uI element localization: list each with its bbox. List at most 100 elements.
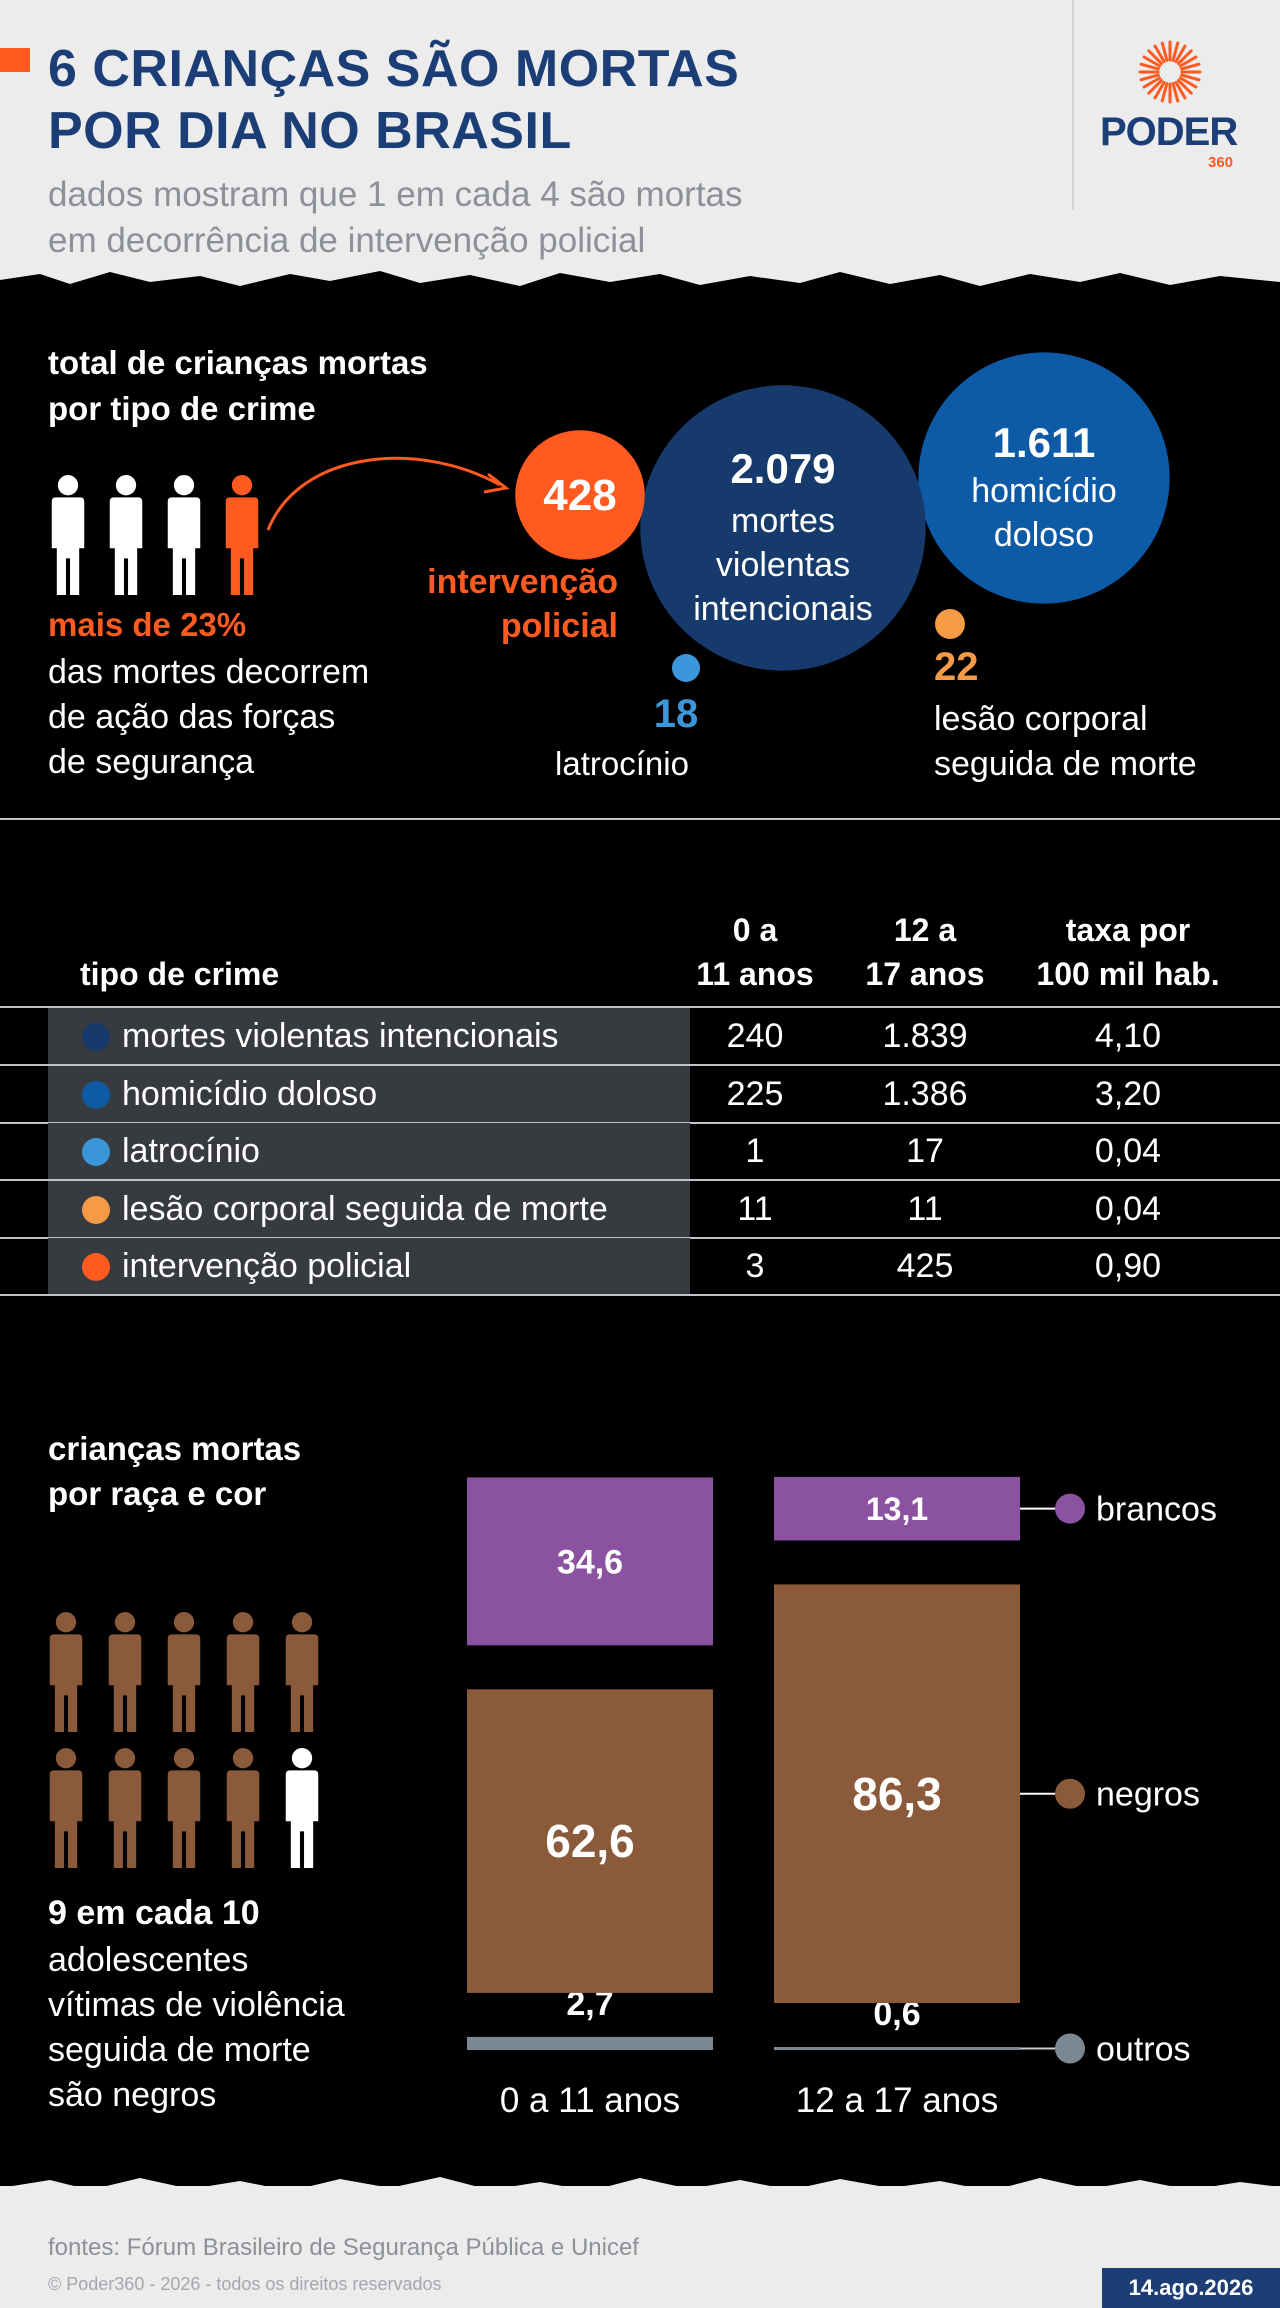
bar-negros (467, 1689, 713, 1993)
race-note-line-1: adolescentes (48, 1941, 249, 1979)
cell-b: 1.839 (882, 1017, 968, 1055)
race-note: adolescentes vítimas de violência seguid… (48, 1938, 408, 2118)
cell-a: 11 (737, 1189, 773, 1228)
bubble-value: 428 (543, 471, 616, 520)
bar-value-label: 86,3 (852, 1768, 942, 1820)
bubble-value: 22 (934, 645, 979, 689)
race-note-line-3: seguida de morte (48, 2031, 311, 2069)
row-divider (0, 1064, 1280, 1066)
row-label: mortes violentas intencionais (122, 1017, 559, 1055)
bubble-mortes-violentas-intencionais (640, 385, 926, 671)
crime-heading-line-2: por tipo de crime (48, 390, 316, 427)
date-badge: 14.ago.2026 (1102, 2268, 1280, 2308)
bubble-value: 1.611 (993, 419, 1096, 466)
race-heading-line-1: crianças mortas (48, 1430, 302, 1467)
race-note-line-4: são negros (48, 2076, 217, 2114)
bar-value-label: 62,6 (545, 1815, 635, 1867)
cell-b: 1.386 (882, 1074, 968, 1113)
cell-b: 425 (896, 1247, 954, 1285)
bubble-chart: 1.611 homicídio doloso 2.079 mortes violentas… (0, 330, 1280, 810)
row-shade (48, 1180, 690, 1237)
bubble-label: intencionais (693, 590, 873, 628)
cell-a: 3 (745, 1247, 765, 1285)
bubble-label: intervenção (427, 563, 618, 601)
cell-rate: 0,90 (1094, 1247, 1162, 1285)
legend-dot-icon (82, 1138, 110, 1166)
crime-section-heading: total de crianças mortas por tipo de cri… (48, 340, 508, 432)
bubble-lesão-corporal-seguida-de-morte (935, 609, 965, 639)
bubble-value: 18 (654, 692, 699, 736)
legend-dot-icon (82, 1195, 110, 1224)
sun-icon (1138, 40, 1202, 104)
cell-b: 11 (907, 1189, 943, 1228)
table-row: homicídio doloso 225 1.386 3,20 (0, 1065, 1280, 1124)
cell-a: 240 (726, 1017, 784, 1055)
legend-dot-icon (82, 1253, 110, 1281)
logo-number: 360 (1208, 154, 1234, 171)
subtitle-line-1: dados mostram que 1 em cada 4 são mortas (48, 175, 743, 214)
bubble-label: mortes (731, 502, 835, 540)
footer: fontes: Fórum Brasileiro de Segurança Pú… (0, 2186, 1280, 2308)
cell-b: 17 (906, 1132, 944, 1170)
bubble-intervenção-policial (515, 430, 645, 560)
page-title: 6 CRIANÇAS SÃO MORTAS POR DIA NO BRASIL (48, 38, 1028, 162)
row-shade (48, 1123, 690, 1179)
header-line: 100 mil hab. (1036, 956, 1220, 992)
copyright-text: © Poder360 - 2026 - todos os direitos re… (48, 2274, 442, 2294)
row-divider (0, 1179, 1280, 1181)
header-line: taxa por (1065, 912, 1191, 948)
bubble-label: latrocínio (555, 745, 689, 782)
bubble-label: policial (501, 607, 618, 645)
table-header-age-0-11: 0 a 11 anos (680, 908, 830, 996)
table-row: latrocínio 1 17 0,04 (0, 1123, 1280, 1181)
race-section-heading: crianças mortas por raça e cor (48, 1426, 428, 1516)
page-subtitle: dados mostram que 1 em cada 4 são mortas… (48, 172, 948, 264)
header-line: 11 anos (696, 956, 814, 992)
row-label: latrocínio (122, 1132, 260, 1170)
cell-rate: 3,20 (1094, 1074, 1162, 1113)
legend-dot-icon (1055, 1778, 1085, 1809)
bar-brancos (467, 1477, 713, 1646)
table-header-rate: taxa por 100 mil hab. (1018, 908, 1238, 996)
row-label: intervenção policial (122, 1247, 412, 1285)
logo-divider (1072, 0, 1074, 210)
cell-a: 225 (726, 1074, 784, 1113)
bubble-label: violentas (716, 546, 850, 584)
row-divider (0, 1236, 1280, 1239)
title-line-1: 6 CRIANÇAS SÃO MORTAS (48, 40, 740, 98)
legend-dot-icon (1055, 2033, 1085, 2064)
bar-value-label: 34,6 (557, 1543, 623, 1581)
bubble-label: lesão corporal (934, 700, 1148, 738)
race-note-line-2: vítimas de violência (48, 1986, 345, 2024)
poder360-logo: PODER 360 (1090, 40, 1250, 180)
table-header-type: tipo de crime (80, 956, 280, 992)
legend-dot-icon (1055, 1493, 1085, 1524)
table-row: mortes violentas intencionais 240 1.839 4,1… (0, 1008, 1280, 1066)
sources-text: fontes: Fórum Brasileiro de Segurança Pú… (48, 2234, 639, 2261)
bubble-value: 2.079 (730, 445, 835, 492)
cell-rate: 0,04 (1094, 1132, 1162, 1170)
bar-brancos (774, 1476, 1020, 1541)
crime-note-line-3: de segurança (48, 743, 255, 781)
cell-a: 1 (745, 1132, 765, 1170)
table-row: lesão corporal seguida de morte 11 11 0,04 (0, 1180, 1280, 1239)
legend-label: brancos (1096, 1491, 1217, 1529)
bar-outros (774, 2047, 1020, 2050)
header-line: 0 a (732, 912, 778, 948)
table-header-age-12-17: 12 a 17 anos (845, 908, 1005, 996)
x-tick-label: 12 a 17 anos (796, 2081, 998, 2120)
table-top-line (0, 1006, 1280, 1008)
crime-note: das mortes decorrem de ação das forças d… (48, 650, 448, 785)
header: 6 CRIANÇAS SÃO MORTAS POR DIA NO BRASIL … (0, 0, 1280, 300)
header-line: 12 a (893, 912, 957, 948)
bar-negros (774, 1584, 1020, 2003)
subtitle-line-2: em decorrência de intervenção policial (48, 221, 646, 260)
bubble-label: homicídio (971, 472, 1117, 510)
legend-dot-icon (82, 1023, 110, 1051)
bubble-latrocínio (672, 654, 700, 682)
row-divider (0, 1121, 1280, 1124)
race-highlight: 9 em cada 10 (48, 1894, 260, 1932)
crime-highlight: mais de 23% (48, 606, 247, 643)
cell-rate: 0,04 (1094, 1189, 1162, 1228)
